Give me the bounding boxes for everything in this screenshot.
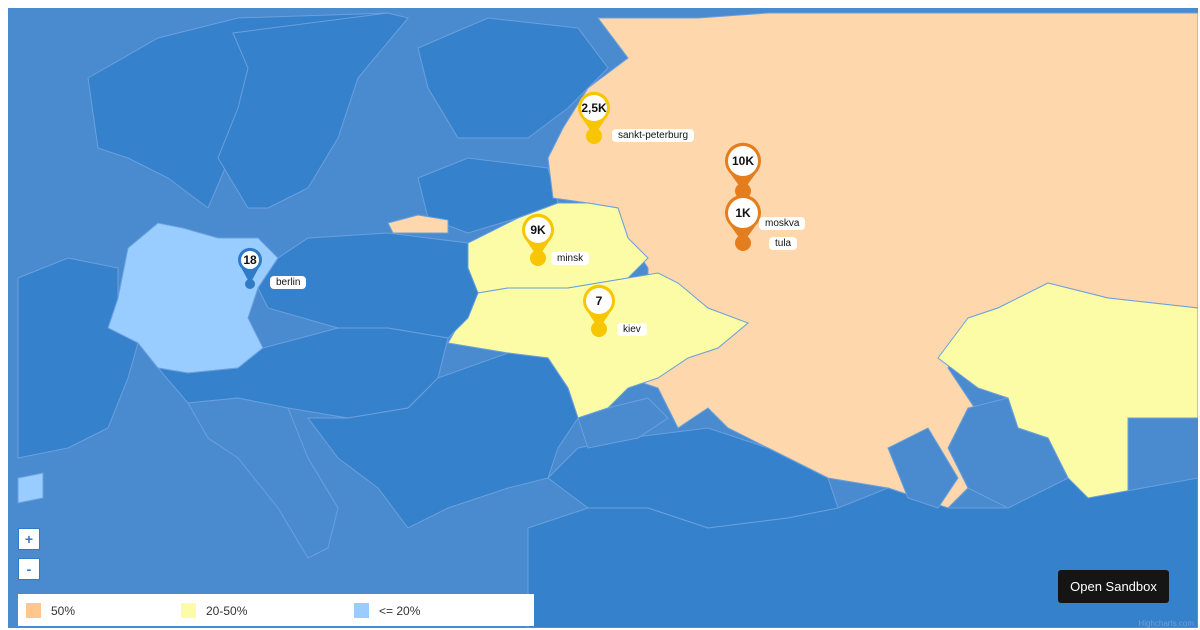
marker-value: 2,5K [581,101,607,115]
legend-item-mid[interactable]: 20-50% [181,603,247,618]
marker-minsk[interactable]: 9K [522,213,554,266]
marker-kiev[interactable]: 7 [583,284,615,337]
black-sea [577,397,669,449]
pin-face [241,251,259,269]
marker-value: 1K [735,206,751,220]
marker-sankt-peterburg[interactable]: 2,5K [577,91,610,144]
legend-label: 20-50% [206,603,248,618]
credits-link[interactable]: Highcharts.com [1138,619,1194,628]
map-canvas[interactable]: 2,5K 10K 1K 9K 18 7 [8,8,1198,628]
country-finland[interactable] [417,17,609,139]
marker-label-moskva: moskva [759,217,806,230]
pin-face [728,146,758,176]
country-sweden[interactable] [217,12,409,209]
marker-label-tula: tula [769,237,798,250]
country-poland[interactable] [257,232,479,339]
map-container[interactable]: 2,5K 10K 1K 9K 18 7 + - sankt-peterburg moskv… [8,8,1198,628]
marker-value: 9K [530,223,546,237]
open-sandbox-button[interactable]: Open Sandbox [1058,570,1169,603]
marker-label-kiev: kiev [617,323,647,336]
legend-label: <= 20% [379,603,421,618]
marker-label-berlin: berlin [270,276,307,289]
marker-label-minsk: minsk [551,252,590,265]
marker-value: 7 [596,294,603,308]
region-balkans[interactable] [307,352,579,529]
marker-moskva[interactable]: 10K [725,142,761,199]
country-spain[interactable] [17,472,44,504]
marker-value: 10K [732,154,754,168]
legend-swatch [354,603,369,618]
markers-layer: 2,5K 10K 1K 9K 18 7 [238,91,761,337]
zoom-out-button[interactable]: - [18,558,40,580]
pin-face [728,198,758,228]
country-france[interactable] [17,257,139,459]
marker-tula[interactable]: 1K [725,194,761,251]
marker-label-sankt-peterburg: sankt-peterburg [612,129,695,142]
legend-item-low[interactable]: <= 20% [354,603,420,618]
region-central-asia[interactable] [947,397,1069,509]
legend: 50% 20-50% <= 20% [18,594,534,626]
marker-berlin[interactable]: 18 [238,247,263,289]
legend-item-high[interactable]: 50% [26,603,75,618]
marker-value: 18 [243,253,257,267]
legend-swatch [181,603,196,618]
zoom-in-button[interactable]: + [18,528,40,550]
pin-face [581,95,607,121]
legend-swatch [26,603,41,618]
region-middle-east[interactable] [527,477,1198,628]
pin-face [525,217,551,243]
country-italy[interactable] [187,397,339,559]
caspian-sea [887,427,959,509]
pin-face [586,288,612,314]
region-kaliningrad[interactable] [387,214,449,234]
legend-label: 50% [51,603,76,618]
